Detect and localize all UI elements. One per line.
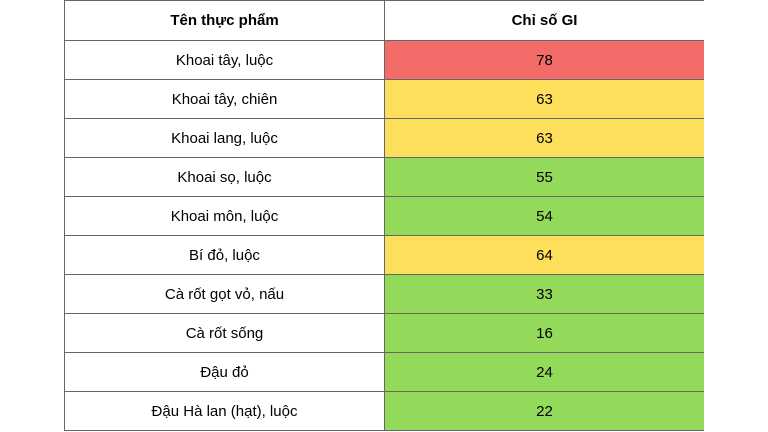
gi-value-cell: 63: [384, 118, 704, 158]
gi-value-cell: 54: [384, 196, 704, 236]
header-food-name: Tên thực phẩm: [64, 0, 385, 41]
gi-table: Tên thực phẩm Chỉ số GI Khoai tây, luộc 7…: [64, 0, 704, 431]
food-name-cell: Cà rốt sống: [64, 313, 385, 353]
header-gi-index: Chỉ số GI: [384, 0, 704, 41]
gi-value-cell: 22: [384, 391, 704, 431]
gi-value-cell: 16: [384, 313, 704, 353]
table-row: Khoai lang, luộc 63: [64, 118, 704, 158]
gi-value-cell: 64: [384, 235, 704, 275]
food-name-cell: Đậu Hà lan (hạt), luộc: [64, 391, 385, 431]
food-name-cell: Khoai tây, luộc: [64, 40, 385, 80]
table-row: Cà rốt gọt vỏ, nấu 33: [64, 274, 704, 314]
gi-table-container: Tên thực phẩm Chỉ số GI Khoai tây, luộc 7…: [64, 0, 704, 432]
gi-value-cell: 63: [384, 79, 704, 119]
table-row: Bí đỏ, luộc 64: [64, 235, 704, 275]
table-row: Khoai tây, chiên 63: [64, 79, 704, 119]
table-row: Đậu đỏ 24: [64, 352, 704, 392]
food-name-cell: Khoai lang, luộc: [64, 118, 385, 158]
food-name-cell: Khoai môn, luộc: [64, 196, 385, 236]
food-name-cell: Đậu đỏ: [64, 352, 385, 392]
food-name-cell: Bí đỏ, luộc: [64, 235, 385, 275]
table-header-row: Tên thực phẩm Chỉ số GI: [64, 0, 704, 41]
food-name-cell: Khoai sọ, luộc: [64, 157, 385, 197]
table-row: Khoai tây, luộc 78: [64, 40, 704, 80]
food-name-cell: Khoai tây, chiên: [64, 79, 385, 119]
gi-value-cell: 24: [384, 352, 704, 392]
table-row: Khoai sọ, luộc 55: [64, 157, 704, 197]
table-row: Khoai môn, luộc 54: [64, 196, 704, 236]
table-row: Đậu Hà lan (hạt), luộc 22: [64, 391, 704, 431]
table-row: Cà rốt sống 16: [64, 313, 704, 353]
food-name-cell: Cà rốt gọt vỏ, nấu: [64, 274, 385, 314]
gi-value-cell: 33: [384, 274, 704, 314]
gi-value-cell: 55: [384, 157, 704, 197]
gi-value-cell: 78: [384, 40, 704, 80]
